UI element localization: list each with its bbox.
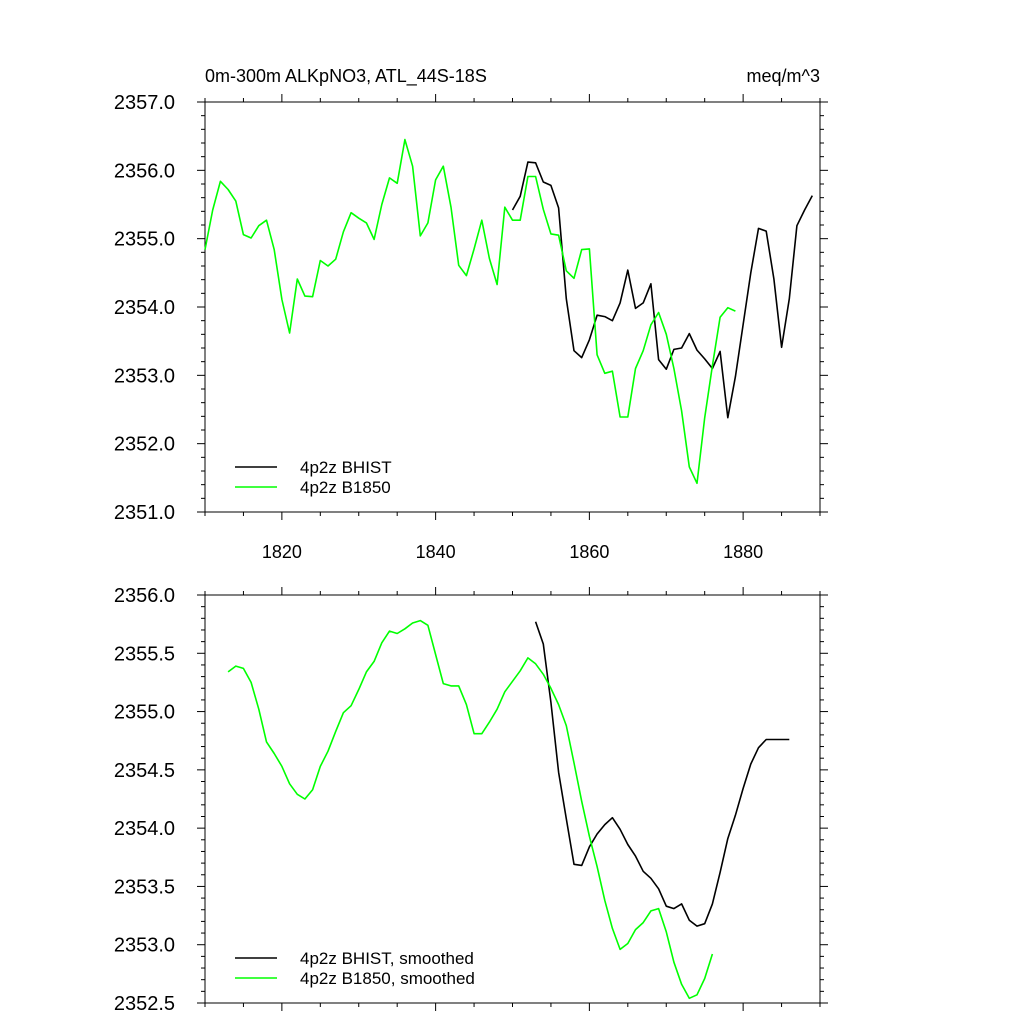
chart-title: 0m-300m ALKpNO3, ATL_44S-18S [205,66,487,87]
y-tick-label: 2352.5 [114,993,175,1015]
legend-label: 4p2z B1850, smoothed [300,969,475,988]
series-line [511,161,814,419]
y-tick-label: 2353.5 [114,876,175,898]
y-tick-label: 2352.0 [114,434,175,456]
plot-frame [204,594,821,1004]
x-tick-label: 1840 [416,542,456,562]
series-line [204,138,736,485]
units-label: meq/m^3 [747,66,820,86]
x-tick-label: 1860 [569,542,609,562]
series-line [534,621,790,927]
top-panel: 1820 1840 1860 1880 2351.0 2352.0 2353.0 2354.0… [114,66,828,562]
series-line [227,619,714,1000]
legend-label: 4p2z BHIST, smoothed [300,949,474,968]
y-tick-label: 2351.0 [114,502,175,524]
x-tick-label: 1820 [262,542,302,562]
y-tick-label: 2354.5 [114,760,175,782]
y-tick-label: 2354.0 [114,818,175,840]
y-tick-label: 2353.0 [114,365,175,387]
y-tick-label: 2357.0 [114,92,175,114]
bottom-panel: 2352.5 2353.0 2353.5 2354.0 2354.5 2355.0 2355… [114,585,828,1015]
y-tick-label: 2354.0 [114,297,175,319]
y-tick-label: 2355.0 [114,702,175,724]
y-tick-label: 2355.0 [114,229,175,251]
y-tick-label: 2356.0 [114,585,175,607]
y-tick-label: 2353.0 [114,935,175,957]
legend-label: 4p2z B1850 [300,478,391,497]
x-tick-label: 1880 [723,542,763,562]
y-tick-label: 2356.0 [114,160,175,182]
y-tick-label: 2355.5 [114,643,175,665]
legend-label: 4p2z BHIST [300,458,392,477]
